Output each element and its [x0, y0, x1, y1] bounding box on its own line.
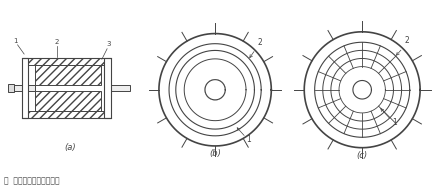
Text: (c): (c) [356, 151, 367, 160]
Bar [35, 65, 100, 85]
Text: 1: 1 [13, 38, 18, 44]
Bar [28, 58, 104, 65]
Bar [14, 85, 35, 91]
Bar [8, 84, 14, 92]
Text: 2: 2 [257, 38, 262, 47]
Text: 2: 2 [404, 36, 409, 45]
Text: 1: 1 [392, 117, 396, 127]
Text: (b): (b) [208, 149, 221, 158]
Text: 2: 2 [55, 39, 59, 45]
Bar [28, 111, 104, 118]
Bar [35, 91, 100, 111]
Text: 3: 3 [106, 42, 110, 47]
Bar [21, 58, 28, 118]
Text: 1: 1 [246, 135, 251, 144]
Circle shape [205, 80, 225, 100]
Text: 图  磁滞式同步电动机结构: 图 磁滞式同步电动机结构 [4, 176, 60, 185]
Text: (a): (a) [64, 143, 76, 152]
Bar [106, 85, 129, 91]
Circle shape [352, 80, 371, 99]
Bar [104, 58, 111, 118]
